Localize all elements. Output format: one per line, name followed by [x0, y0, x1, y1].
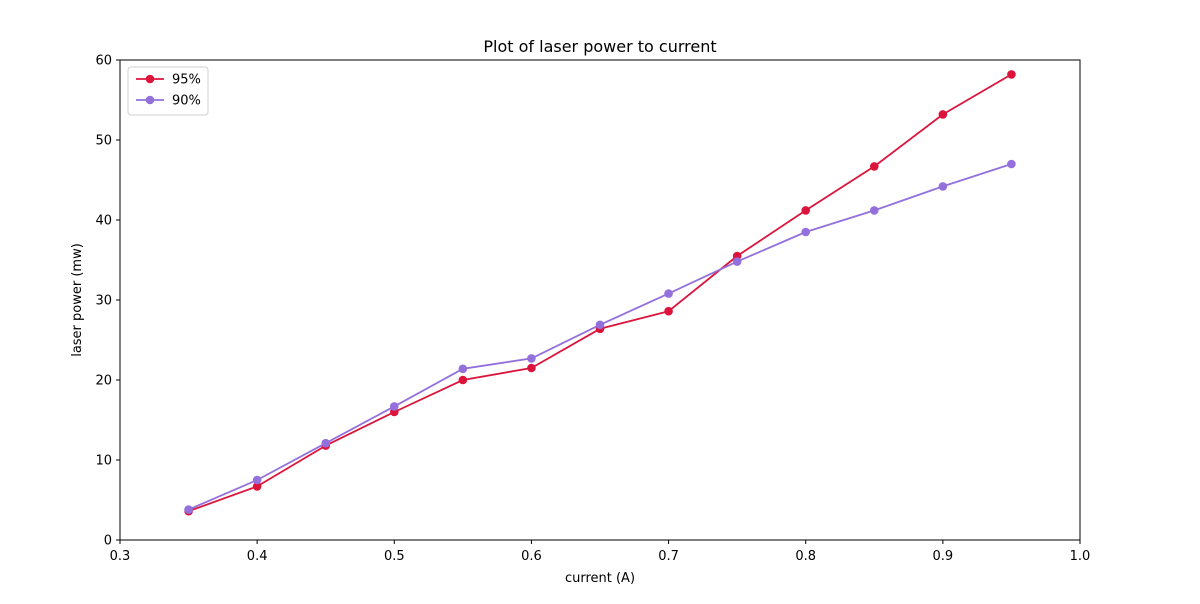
series-0-point [527, 363, 536, 373]
series-1-point [595, 320, 605, 330]
series-0-point [664, 306, 673, 316]
series-1-point [869, 206, 879, 215]
legend-label-1: 90% [172, 94, 201, 109]
series-1-point [389, 402, 399, 411]
x-axis-label: current (A) [565, 571, 635, 586]
legend-marker-0 [145, 74, 155, 84]
y-tick-label: 0 [104, 534, 112, 549]
legend: 95%90% [127, 66, 209, 116]
legend-label-0: 95% [172, 73, 201, 88]
y-tick-label: 30 [95, 294, 112, 309]
series-0-point [1007, 70, 1016, 79]
series-1-point [458, 364, 468, 374]
series-1-point [184, 505, 193, 514]
series-1-point [664, 289, 673, 298]
legend-marker-1 [145, 95, 155, 105]
series-line-0 [188, 73, 1012, 513]
series-0-point [938, 110, 948, 119]
x-tick-label: 0.9 [933, 549, 954, 564]
y-tick-label: 10 [95, 454, 112, 469]
series-1-point [527, 354, 536, 363]
x-tick-label: 0.6 [521, 549, 542, 564]
x-tick-label: 1.0 [1070, 549, 1091, 564]
plot-frame [119, 59, 1081, 541]
series-1-point [1007, 159, 1016, 169]
y-tick-label: 50 [95, 134, 112, 149]
series-1-point [938, 182, 948, 191]
series-1-point [252, 475, 262, 485]
series-layer [184, 70, 1016, 516]
y-axis-label: laser power (mw) [70, 243, 85, 357]
x-tick-label: 0.8 [795, 549, 816, 564]
y-tick-label: 60 [95, 54, 112, 69]
y-tick-label: 20 [95, 374, 112, 389]
axes: 0.3 0.4 0.5 0.6 0.7 0.8 0.9 1.0 0 10 20 30 40 50 60 [95, 54, 1090, 565]
series-1-point [801, 227, 811, 237]
y-tick-label: 40 [95, 214, 112, 229]
series-line-1 [188, 163, 1012, 511]
series-1-point [321, 438, 331, 448]
chart-title: Plot of laser power to current [483, 37, 716, 56]
x-tick-label: 0.5 [384, 549, 405, 564]
series-0-point [869, 162, 879, 171]
series-0-point [801, 206, 811, 215]
series-0-point [252, 482, 262, 491]
series-0-point [458, 375, 468, 385]
x-tick-label: 0.3 [110, 549, 131, 564]
x-tick-label: 0.4 [247, 549, 268, 564]
x-tick-label: 0.7 [658, 549, 679, 564]
series-1-point [732, 257, 742, 266]
